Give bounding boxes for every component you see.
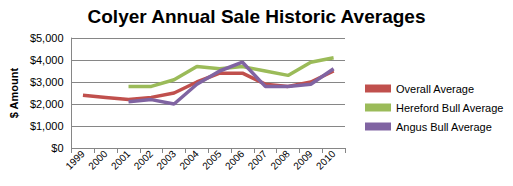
svg-text:Hereford Bull Average: Hereford Bull Average xyxy=(396,102,503,114)
svg-text:2004: 2004 xyxy=(177,148,201,172)
svg-text:$ Amount: $ Amount xyxy=(8,68,20,119)
svg-text:$5,000: $5,000 xyxy=(30,32,64,44)
svg-text:2010: 2010 xyxy=(314,148,338,172)
svg-text:$2,000: $2,000 xyxy=(30,98,64,110)
svg-text:2001: 2001 xyxy=(109,148,133,172)
svg-text:2007: 2007 xyxy=(246,148,270,172)
svg-text:$1,000: $1,000 xyxy=(30,120,64,132)
svg-text:Angus Bull Average: Angus Bull Average xyxy=(396,121,492,133)
svg-text:2005: 2005 xyxy=(200,148,224,172)
svg-text:2003: 2003 xyxy=(154,148,178,172)
svg-text:2000: 2000 xyxy=(86,148,110,172)
svg-text:$0: $0 xyxy=(51,142,63,154)
svg-text:1999: 1999 xyxy=(63,148,87,172)
svg-text:2009: 2009 xyxy=(291,148,315,172)
svg-text:Colyer Annual Sale Historic Av: Colyer Annual Sale Historic Averages xyxy=(88,6,426,27)
svg-text:$4,000: $4,000 xyxy=(30,54,64,66)
svg-text:2002: 2002 xyxy=(132,148,156,172)
svg-text:2008: 2008 xyxy=(268,148,292,172)
svg-text:Overall Average: Overall Average xyxy=(396,83,474,95)
svg-text:2006: 2006 xyxy=(223,148,247,172)
svg-text:$3,000: $3,000 xyxy=(30,76,64,88)
